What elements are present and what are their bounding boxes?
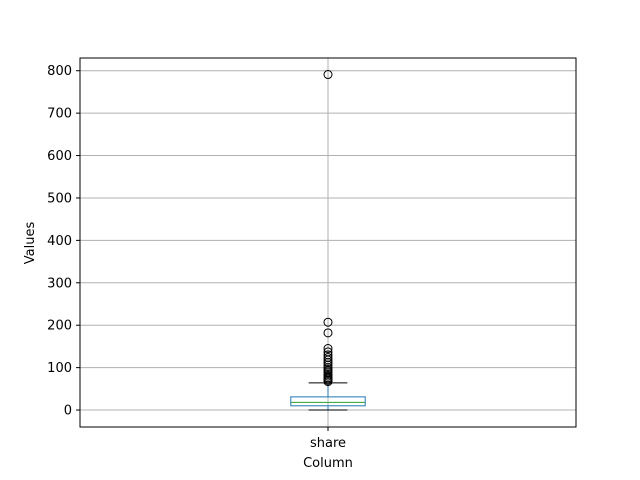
- outlier-point: [323, 344, 333, 354]
- x-axis-label: Column: [303, 456, 353, 471]
- y-axis-ticks: 0 100 200 300 400 500 600 700 800: [47, 64, 80, 419]
- y-tick-label: 300: [47, 276, 72, 291]
- y-tick-label: 400: [47, 234, 72, 249]
- y-axis-label: Values: [23, 222, 38, 265]
- outlier-point: [323, 317, 333, 327]
- y-tick-label: 700: [47, 107, 72, 122]
- y-tick-label: 200: [47, 319, 72, 334]
- y-tick-label: 0: [64, 404, 72, 419]
- y-tick-label: 100: [47, 361, 72, 376]
- x-tick-label: share: [310, 436, 346, 451]
- x-axis-ticks: share: [310, 427, 346, 451]
- outlier-point: [323, 70, 333, 80]
- outlier-point: [323, 350, 333, 360]
- box-share: [290, 70, 366, 411]
- iqr-box: [290, 396, 366, 407]
- y-tick-label: 600: [47, 149, 72, 164]
- outlier-point: [323, 328, 333, 338]
- outlier-point: [323, 347, 333, 357]
- y-tick-label: 500: [47, 191, 72, 206]
- outlier-point: [323, 352, 333, 362]
- y-tick-label: 800: [47, 64, 72, 79]
- plot-area: [290, 70, 366, 411]
